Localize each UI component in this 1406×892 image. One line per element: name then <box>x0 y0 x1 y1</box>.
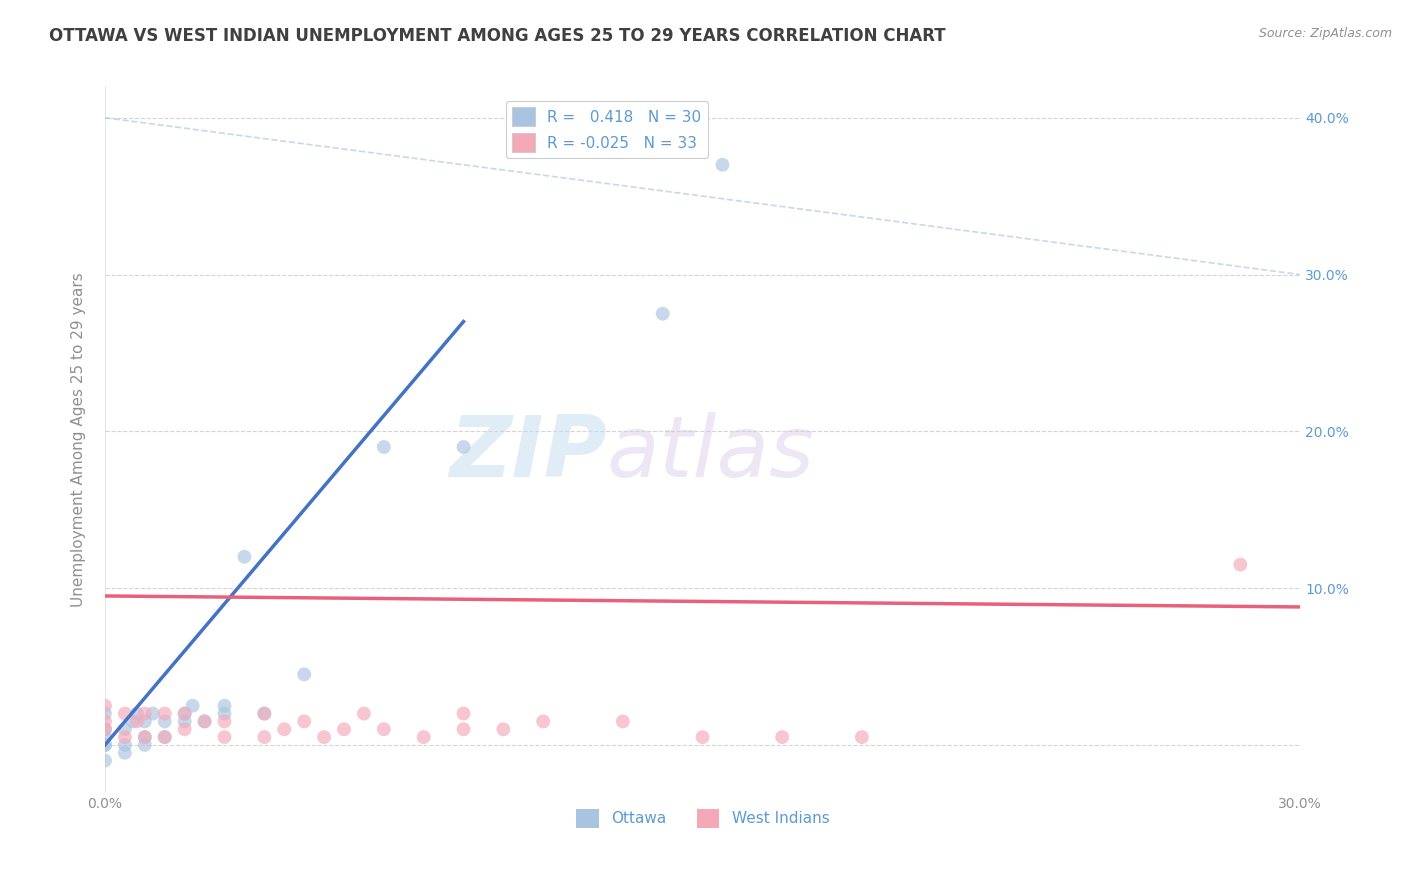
Text: ZIP: ZIP <box>450 412 607 495</box>
Point <box>125 706 148 721</box>
Point <box>114 746 136 760</box>
Point <box>531 714 554 729</box>
Point <box>612 714 634 729</box>
Point <box>114 730 136 744</box>
Point <box>214 706 236 721</box>
Text: OTTAWA VS WEST INDIAN UNEMPLOYMENT AMONG AGES 25 TO 29 YEARS CORRELATION CHART: OTTAWA VS WEST INDIAN UNEMPLOYMENT AMONG… <box>49 27 946 45</box>
Point <box>194 714 217 729</box>
Point <box>153 730 176 744</box>
Point <box>134 730 156 744</box>
Point <box>253 730 276 744</box>
Point <box>253 706 276 721</box>
Y-axis label: Unemployment Among Ages 25 to 29 years: Unemployment Among Ages 25 to 29 years <box>72 272 86 607</box>
Point <box>453 723 475 737</box>
Point <box>373 440 395 454</box>
Point <box>94 723 117 737</box>
Point <box>134 706 156 721</box>
Point <box>1229 558 1251 572</box>
Point <box>711 158 734 172</box>
Point <box>292 714 315 729</box>
Point <box>94 723 117 737</box>
Point <box>153 730 176 744</box>
Point <box>114 738 136 752</box>
Point <box>333 723 356 737</box>
Point <box>181 698 204 713</box>
Point <box>94 738 117 752</box>
Point <box>153 714 176 729</box>
Point <box>94 698 117 713</box>
Point <box>453 440 475 454</box>
Point <box>94 738 117 752</box>
Point <box>273 723 295 737</box>
Text: atlas: atlas <box>607 412 815 495</box>
Point <box>142 706 165 721</box>
Point <box>373 723 395 737</box>
Point <box>314 730 336 744</box>
Point <box>134 730 156 744</box>
Point <box>153 706 176 721</box>
Point <box>253 706 276 721</box>
Text: Source: ZipAtlas.com: Source: ZipAtlas.com <box>1258 27 1392 40</box>
Point <box>134 738 156 752</box>
Point <box>114 706 136 721</box>
Point <box>173 706 195 721</box>
Point <box>851 730 873 744</box>
Point <box>173 706 195 721</box>
Point <box>412 730 434 744</box>
Point <box>353 706 375 721</box>
Legend: Ottawa, West Indians: Ottawa, West Indians <box>569 803 835 834</box>
Point <box>125 714 148 729</box>
Point <box>770 730 793 744</box>
Point <box>214 714 236 729</box>
Point <box>492 723 515 737</box>
Point <box>292 667 315 681</box>
Point <box>214 730 236 744</box>
Point <box>233 549 256 564</box>
Point <box>453 706 475 721</box>
Point <box>122 714 145 729</box>
Point <box>214 698 236 713</box>
Point <box>94 754 117 768</box>
Point <box>173 714 195 729</box>
Point <box>114 723 136 737</box>
Point <box>94 730 117 744</box>
Point <box>651 307 673 321</box>
Point <box>134 714 156 729</box>
Point <box>692 730 714 744</box>
Point <box>94 706 117 721</box>
Point <box>173 723 195 737</box>
Point <box>194 714 217 729</box>
Point <box>94 714 117 729</box>
